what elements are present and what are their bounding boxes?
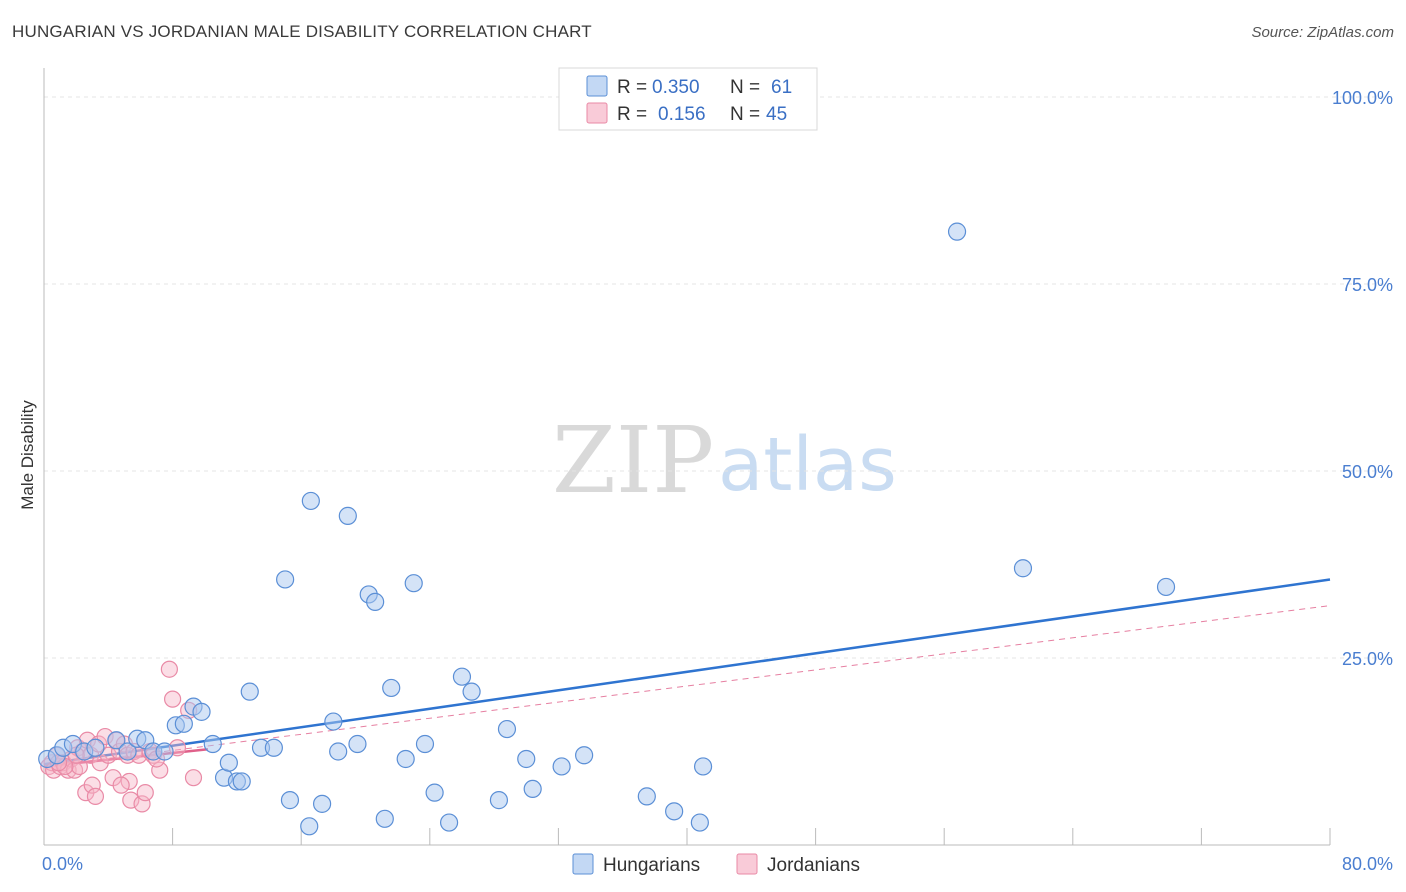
legend-n-label-jordanians: N = <box>730 104 760 125</box>
point-hungarians-55 <box>1013 559 1033 578</box>
x-tick-label-1: 80.0% <box>1342 854 1393 874</box>
point-hungarians-32 <box>348 734 367 754</box>
point-hungarians-11 <box>155 742 174 761</box>
legend-n-value-hungarians: 61 <box>771 77 792 98</box>
point-jordanians-30 <box>136 784 154 802</box>
legend-r-value-jordanians: 0.156 <box>658 104 706 125</box>
point-hungarians-6 <box>107 731 126 750</box>
bottom-legend-swatch-jordanians <box>736 853 758 875</box>
y-tick-label-3: 25.0% <box>1342 649 1393 669</box>
point-hungarians-53 <box>693 757 713 776</box>
point-jordanians-16 <box>86 787 105 805</box>
y-tick-label-1: 75.0% <box>1342 275 1393 295</box>
legend-n-label-hungarians: N = <box>730 77 760 98</box>
point-hungarians-26 <box>300 817 319 836</box>
point-hungarians-46 <box>517 749 536 769</box>
point-hungarians-56 <box>1156 577 1176 597</box>
point-jordanians-33 <box>151 761 169 779</box>
watermark: ZIP atlas <box>552 407 897 514</box>
point-hungarians-5 <box>86 738 105 757</box>
point-hungarians-42 <box>452 667 472 686</box>
y-axis-label: Male Disability <box>18 400 37 510</box>
point-hungarians-35 <box>375 809 394 828</box>
legend-r-value-hungarians: 0.350 <box>652 77 700 98</box>
point-hungarians-24 <box>276 570 295 589</box>
point-hungarians-28 <box>312 794 332 813</box>
point-hungarians-23 <box>264 738 283 757</box>
legend-r-label-jordanians: R = <box>617 104 647 125</box>
legend-swatch-jordanians <box>586 102 608 124</box>
point-jordanians-26 <box>122 791 140 809</box>
x-tick-label-0: 0.0% <box>42 854 83 874</box>
watermark-atlas: atlas <box>718 422 897 508</box>
point-hungarians-49 <box>575 746 594 765</box>
point-hungarians-13 <box>174 714 193 733</box>
y-tick-label-2: 50.0% <box>1342 462 1393 482</box>
point-hungarians-30 <box>329 742 348 761</box>
point-hungarians-15 <box>192 702 211 721</box>
x-tick-labels: 0.0% 80.0% <box>42 854 1393 874</box>
point-hungarians-18 <box>219 753 238 772</box>
point-hungarians-31 <box>338 506 357 525</box>
point-hungarians-25 <box>280 791 300 810</box>
point-hungarians-39 <box>415 734 435 754</box>
legend-r-label-hungarians: R = <box>617 77 647 98</box>
trend-lines <box>43 578 1331 768</box>
watermark-zip: ZIP <box>552 407 714 514</box>
point-hungarians-50 <box>637 787 656 806</box>
point-hungarians-48 <box>552 757 571 776</box>
axes <box>43 68 1331 846</box>
legend-bottom: Hungarians Jordanians <box>572 853 860 876</box>
point-hungarians-52 <box>690 813 709 832</box>
point-hungarians-20 <box>232 772 251 791</box>
legend-n-value-jordanians: 45 <box>766 104 787 125</box>
series-hungarians <box>38 222 1176 836</box>
point-hungarians-51 <box>665 802 684 821</box>
source-credit: Source: ZipAtlas.com <box>1251 24 1394 41</box>
point-hungarians-45 <box>497 719 517 739</box>
y-tick-label-0: 100.0% <box>1332 88 1393 108</box>
point-hungarians-7 <box>118 742 137 761</box>
bottom-legend-label-jordanians: Jordanians <box>767 855 860 876</box>
point-jordanians-35 <box>164 690 182 708</box>
point-hungarians-43 <box>462 682 481 701</box>
grid <box>44 96 1392 659</box>
point-hungarians-21 <box>240 682 259 701</box>
point-jordanians-34 <box>160 660 178 678</box>
chart-title: HUNGARIAN VS JORDANIAN MALE DISABILITY C… <box>12 22 592 41</box>
point-hungarians-38 <box>404 574 423 593</box>
point-hungarians-29 <box>324 712 343 731</box>
point-hungarians-34 <box>366 592 385 612</box>
point-hungarians-40 <box>425 783 444 802</box>
point-jordanians-43 <box>112 776 130 794</box>
y-tick-labels: 100.0% 75.0% 50.0% 25.0% <box>1332 88 1393 669</box>
trend-line-hungarians <box>43 578 1331 766</box>
point-jordanians-29 <box>133 795 151 813</box>
point-hungarians-37 <box>396 749 415 769</box>
point-hungarians-47 <box>523 779 542 799</box>
point-hungarians-36 <box>382 678 401 698</box>
point-jordanians-38 <box>184 769 203 787</box>
point-hungarians-54 <box>947 222 967 241</box>
point-hungarians-44 <box>489 791 509 810</box>
point-jordanians-15 <box>83 776 101 794</box>
trend-line-jordanians-extended <box>43 605 1331 767</box>
point-hungarians-27 <box>301 491 320 511</box>
point-hungarians-41 <box>439 813 459 832</box>
bottom-legend-label-hungarians: Hungarians <box>603 855 700 876</box>
legend-swatch-hungarians <box>586 75 608 97</box>
legend-top: R = 0.350 N = 61 R = 0.156 N = 45 <box>558 67 818 131</box>
point-hungarians-16 <box>203 734 222 754</box>
bottom-legend-swatch-hungarians <box>572 853 594 875</box>
point-jordanians-42 <box>120 772 138 791</box>
